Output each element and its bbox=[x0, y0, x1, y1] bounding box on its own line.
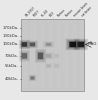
FancyBboxPatch shape bbox=[53, 64, 60, 68]
FancyBboxPatch shape bbox=[36, 50, 45, 61]
FancyBboxPatch shape bbox=[66, 39, 80, 50]
FancyBboxPatch shape bbox=[54, 64, 59, 68]
FancyBboxPatch shape bbox=[22, 53, 27, 59]
FancyBboxPatch shape bbox=[20, 41, 29, 48]
FancyBboxPatch shape bbox=[30, 76, 34, 80]
Text: BG3: BG3 bbox=[49, 10, 56, 18]
FancyBboxPatch shape bbox=[55, 55, 59, 57]
FancyBboxPatch shape bbox=[45, 42, 52, 46]
FancyBboxPatch shape bbox=[21, 42, 28, 47]
Text: mouse brain: mouse brain bbox=[73, 2, 89, 18]
FancyBboxPatch shape bbox=[45, 63, 52, 69]
FancyBboxPatch shape bbox=[75, 40, 87, 49]
FancyBboxPatch shape bbox=[53, 53, 60, 59]
FancyBboxPatch shape bbox=[46, 54, 51, 58]
FancyBboxPatch shape bbox=[44, 42, 53, 47]
FancyBboxPatch shape bbox=[29, 75, 36, 81]
Text: 40kDa-: 40kDa- bbox=[5, 77, 19, 81]
FancyBboxPatch shape bbox=[29, 75, 36, 81]
FancyBboxPatch shape bbox=[30, 42, 35, 46]
FancyBboxPatch shape bbox=[69, 42, 76, 47]
FancyBboxPatch shape bbox=[28, 41, 37, 48]
FancyBboxPatch shape bbox=[22, 42, 27, 47]
FancyBboxPatch shape bbox=[55, 64, 59, 67]
FancyBboxPatch shape bbox=[35, 49, 46, 63]
Text: rat brain: rat brain bbox=[81, 6, 93, 18]
FancyBboxPatch shape bbox=[43, 41, 54, 48]
FancyBboxPatch shape bbox=[77, 42, 84, 47]
FancyBboxPatch shape bbox=[46, 64, 51, 68]
Text: 100kDa-: 100kDa- bbox=[2, 42, 19, 46]
Text: Ramos: Ramos bbox=[65, 8, 75, 18]
FancyBboxPatch shape bbox=[19, 50, 30, 62]
FancyBboxPatch shape bbox=[43, 52, 54, 60]
FancyBboxPatch shape bbox=[38, 53, 43, 59]
Text: 70kDa-: 70kDa- bbox=[5, 54, 19, 58]
FancyBboxPatch shape bbox=[67, 40, 78, 49]
Text: Ramos: Ramos bbox=[57, 8, 67, 18]
FancyBboxPatch shape bbox=[44, 53, 53, 59]
FancyBboxPatch shape bbox=[21, 52, 28, 59]
FancyBboxPatch shape bbox=[19, 40, 30, 49]
Text: SH-SY5Y: SH-SY5Y bbox=[24, 6, 36, 18]
FancyBboxPatch shape bbox=[29, 42, 36, 47]
Text: MCF7: MCF7 bbox=[32, 9, 41, 18]
Text: HL-60: HL-60 bbox=[40, 8, 50, 18]
FancyBboxPatch shape bbox=[76, 41, 85, 48]
FancyBboxPatch shape bbox=[45, 64, 52, 68]
FancyBboxPatch shape bbox=[20, 51, 29, 60]
FancyBboxPatch shape bbox=[45, 53, 52, 58]
FancyBboxPatch shape bbox=[74, 39, 88, 50]
FancyBboxPatch shape bbox=[46, 43, 51, 46]
FancyBboxPatch shape bbox=[27, 41, 38, 48]
Text: 130kDa-: 130kDa- bbox=[2, 34, 19, 38]
FancyBboxPatch shape bbox=[21, 20, 84, 91]
FancyBboxPatch shape bbox=[53, 54, 60, 58]
FancyBboxPatch shape bbox=[30, 76, 35, 80]
Text: 170kDa-: 170kDa- bbox=[2, 26, 19, 30]
FancyBboxPatch shape bbox=[54, 54, 59, 58]
FancyBboxPatch shape bbox=[37, 52, 44, 60]
FancyBboxPatch shape bbox=[53, 63, 60, 69]
FancyBboxPatch shape bbox=[47, 64, 50, 67]
Text: MAG: MAG bbox=[87, 42, 97, 46]
FancyBboxPatch shape bbox=[68, 41, 77, 48]
Text: 55kDa-: 55kDa- bbox=[5, 64, 19, 68]
